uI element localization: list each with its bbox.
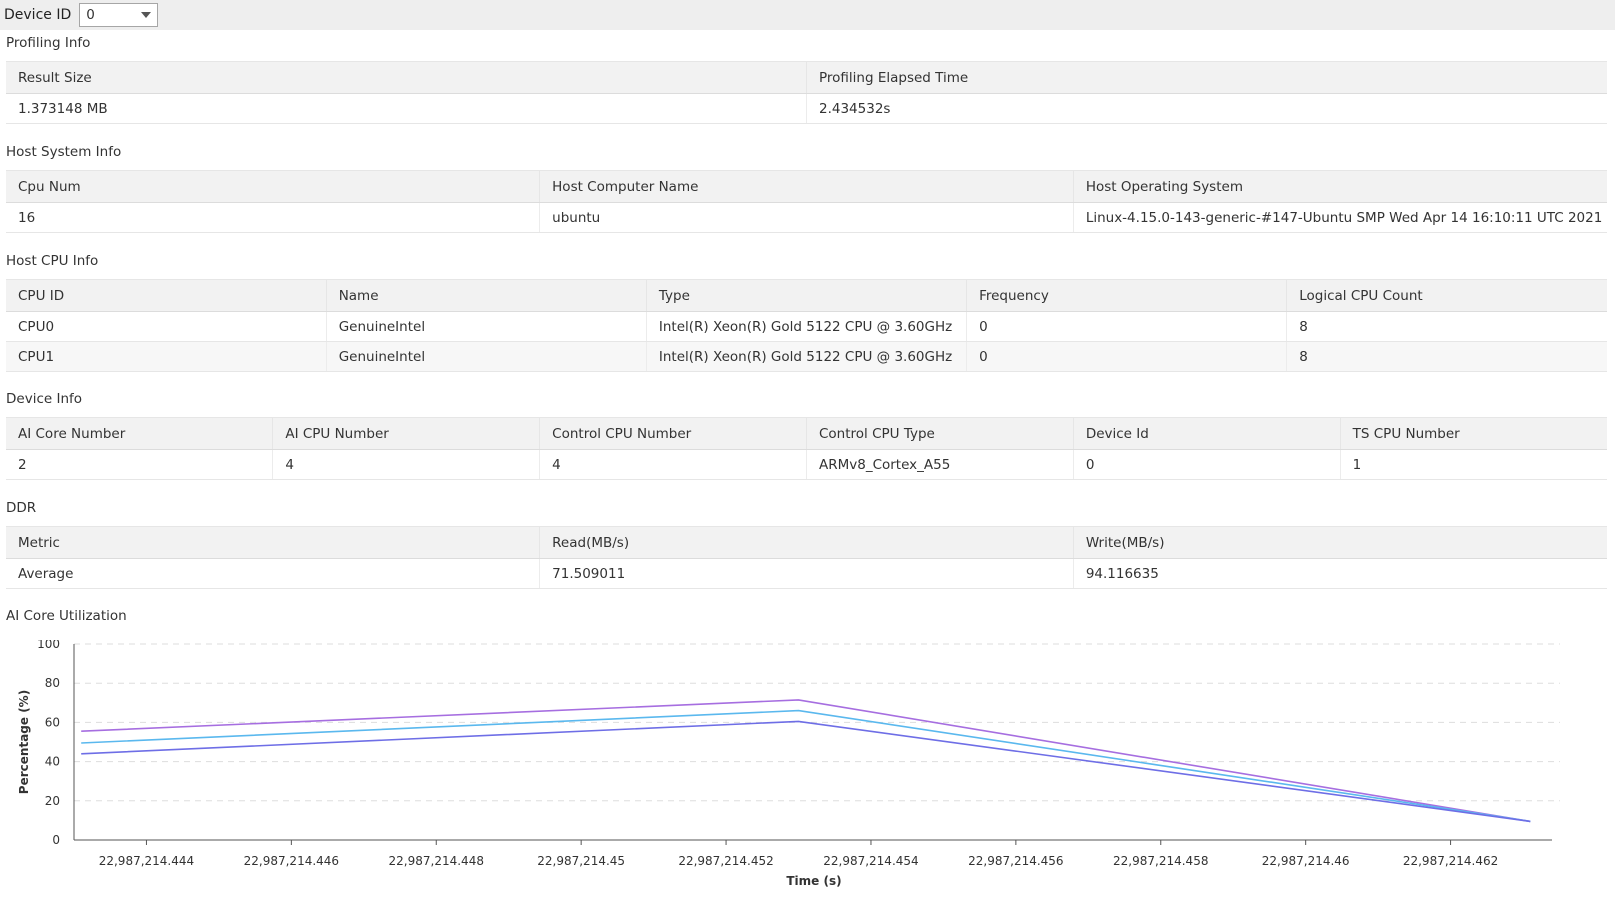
device-selector-bar: Device ID 0 bbox=[0, 0, 1615, 30]
ddr-table: Metric Read(MB/s) Write(MB/s) Average 71… bbox=[6, 526, 1607, 589]
y-tick-label: 20 bbox=[45, 794, 60, 808]
table-row: 2 4 4 ARMv8_Cortex_A55 0 1 bbox=[6, 449, 1607, 480]
profiling-info-table: Result Size Profiling Elapsed Time 1.373… bbox=[6, 61, 1607, 124]
table-cell: ubuntu bbox=[539, 202, 1074, 233]
ai-core-utilization-chart: 0 20 40 60 80 100 22,987,214.444 22,987,214.446… bbox=[17, 640, 1560, 888]
column-header: Cpu Num bbox=[6, 170, 540, 203]
series-line-2 bbox=[81, 709, 1531, 823]
column-header: Host Computer Name bbox=[539, 170, 1074, 203]
table-row: CPU1 GenuineIntel Intel(R) Xeon(R) Gold … bbox=[6, 341, 1607, 372]
x-tick-label: 22,987,214.446 bbox=[244, 854, 339, 868]
device-id-select-value: 0 bbox=[86, 7, 95, 23]
column-header: Result Size bbox=[6, 61, 807, 94]
device-info-table: AI Core Number AI CPU Number Control CPU… bbox=[6, 417, 1607, 480]
table-cell: Intel(R) Xeon(R) Gold 5122 CPU @ 3.60GHz bbox=[645, 341, 967, 372]
x-tick-label: 22,987,214.444 bbox=[99, 854, 194, 868]
table-cell: GenuineIntel bbox=[325, 341, 647, 372]
table-cell: 2.434532s bbox=[806, 93, 1607, 124]
y-axis-title: Percentage (%) bbox=[17, 690, 31, 794]
column-header: CPU ID bbox=[6, 279, 327, 312]
table-cell: Linux-4.15.0-143-generic-#147-Ubuntu SMP… bbox=[1072, 202, 1607, 233]
column-header: AI Core Number bbox=[6, 417, 273, 450]
y-tick-label: 40 bbox=[45, 755, 60, 769]
column-header: Device Id bbox=[1072, 417, 1341, 450]
table-cell: 16 bbox=[6, 202, 540, 233]
column-header: Frequency bbox=[966, 279, 1287, 312]
table-cell: Intel(R) Xeon(R) Gold 5122 CPU @ 3.60GHz bbox=[645, 311, 967, 342]
table-cell: GenuineIntel bbox=[325, 311, 647, 342]
device-info-title: Device Info bbox=[6, 391, 83, 407]
table-cell: 8 bbox=[1286, 341, 1607, 372]
device-id-select[interactable]: 0 bbox=[79, 3, 159, 27]
table-row: CPU0 GenuineIntel Intel(R) Xeon(R) Gold … bbox=[6, 311, 1607, 342]
y-tick-label: 80 bbox=[45, 676, 60, 690]
x-axis-title: Time (s) bbox=[786, 874, 841, 888]
x-tick-label: 22,987,214.454 bbox=[823, 854, 918, 868]
series-line-3 bbox=[81, 720, 1531, 823]
host-system-info-table: Cpu Num Host Computer Name Host Operatin… bbox=[6, 170, 1607, 233]
table-cell: ARMv8_Cortex_A55 bbox=[805, 449, 1074, 480]
x-tick-label: 22,987,214.448 bbox=[389, 854, 484, 868]
host-system-info-title: Host System Info bbox=[6, 144, 122, 160]
table-row: Average 71.509011 94.116635 bbox=[6, 558, 1607, 589]
x-tick-label: 22,987,214.46 bbox=[1262, 854, 1350, 868]
table-cell: 71.509011 bbox=[539, 558, 1074, 589]
table-cell: 1 bbox=[1339, 449, 1607, 480]
host-cpu-info-title: Host CPU Info bbox=[6, 253, 99, 269]
table-row: 16 ubuntu Linux-4.15.0-143-generic-#147-… bbox=[6, 202, 1607, 233]
table-cell: Average bbox=[6, 558, 540, 589]
chevron-down-icon[interactable] bbox=[141, 12, 152, 18]
y-tick-label: 60 bbox=[45, 715, 60, 729]
column-header: Profiling Elapsed Time bbox=[806, 61, 1607, 94]
column-header: Metric bbox=[6, 526, 540, 559]
column-header: Write(MB/s) bbox=[1072, 526, 1607, 559]
table-row: 1.373148 MB 2.434532s bbox=[6, 93, 1607, 124]
column-header: Type bbox=[645, 279, 967, 312]
column-header: TS CPU Number bbox=[1339, 417, 1607, 450]
table-cell: CPU0 bbox=[6, 311, 327, 342]
column-header: Control CPU Type bbox=[805, 417, 1074, 450]
ddr-title: DDR bbox=[6, 500, 37, 516]
ai-core-utilization-title: AI Core Utilization bbox=[6, 608, 127, 624]
column-header: Host Operating System bbox=[1072, 170, 1607, 203]
table-cell: 94.116635 bbox=[1072, 558, 1607, 589]
y-tick-label: 100 bbox=[37, 640, 60, 651]
table-cell: 2 bbox=[6, 449, 273, 480]
column-header: Name bbox=[325, 279, 647, 312]
column-header: Logical CPU Count bbox=[1286, 279, 1607, 312]
table-cell: 1.373148 MB bbox=[6, 93, 807, 124]
table-cell: 0 bbox=[966, 341, 1287, 372]
table-cell: 4 bbox=[272, 449, 540, 480]
table-cell: 0 bbox=[1072, 449, 1341, 480]
device-id-label: Device ID bbox=[4, 7, 72, 23]
table-cell: CPU1 bbox=[6, 341, 327, 372]
table-cell: 8 bbox=[1286, 311, 1607, 342]
column-header: Read(MB/s) bbox=[539, 526, 1074, 559]
x-tick-label: 22,987,214.456 bbox=[968, 854, 1063, 868]
y-tick-label: 0 bbox=[52, 833, 60, 847]
x-tick-label: 22,987,214.452 bbox=[678, 854, 773, 868]
x-tick-label: 22,987,214.462 bbox=[1403, 854, 1498, 868]
column-header: AI CPU Number bbox=[272, 417, 540, 450]
series-line-1 bbox=[81, 699, 1531, 823]
profiling-info-title: Profiling Info bbox=[6, 35, 91, 51]
x-tick-label: 22,987,214.45 bbox=[537, 854, 625, 868]
table-cell: 0 bbox=[966, 311, 1287, 342]
column-header: Control CPU Number bbox=[539, 417, 807, 450]
table-cell: 4 bbox=[539, 449, 807, 480]
host-cpu-info-table: CPU ID Name Type Frequency Logical CPU C… bbox=[6, 279, 1607, 372]
x-tick-label: 22,987,214.458 bbox=[1113, 854, 1208, 868]
